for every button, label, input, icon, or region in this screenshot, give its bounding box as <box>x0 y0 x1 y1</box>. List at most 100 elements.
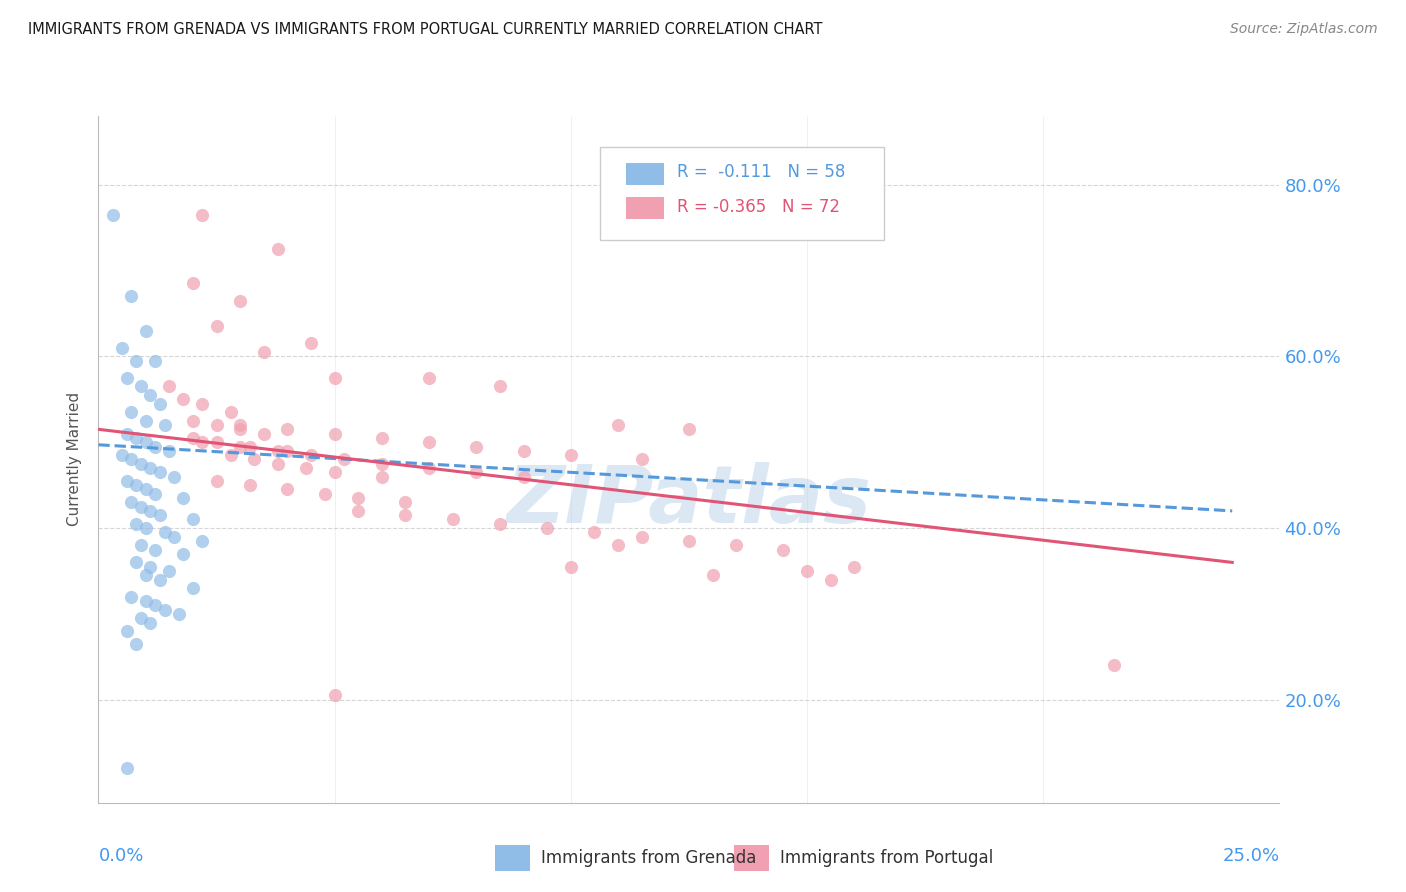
Text: Immigrants from Grenada: Immigrants from Grenada <box>541 849 756 867</box>
Point <box>239 478 262 492</box>
Point <box>149 465 172 479</box>
Point <box>115 624 138 639</box>
Point <box>191 396 214 410</box>
Point <box>678 533 700 548</box>
FancyBboxPatch shape <box>626 162 664 185</box>
Point <box>347 504 370 518</box>
Point <box>371 457 394 471</box>
Point <box>323 465 346 479</box>
Point <box>172 547 194 561</box>
Point <box>149 396 172 410</box>
Point <box>135 435 157 450</box>
Text: 0.0%: 0.0% <box>98 847 143 865</box>
Point <box>253 426 276 441</box>
Point <box>135 568 157 582</box>
Point <box>143 440 166 454</box>
Point <box>229 422 252 436</box>
Point <box>125 555 148 570</box>
Point <box>205 474 228 488</box>
Point <box>129 500 152 514</box>
Point <box>121 590 143 604</box>
Point <box>163 530 186 544</box>
Point <box>219 448 242 462</box>
Point <box>465 440 488 454</box>
Point <box>101 208 124 222</box>
Point <box>143 353 166 368</box>
Point <box>139 461 162 475</box>
Text: Immigrants from Portugal: Immigrants from Portugal <box>780 849 994 867</box>
Point <box>630 452 652 467</box>
Point <box>347 491 370 505</box>
Text: R = -0.365   N = 72: R = -0.365 N = 72 <box>678 198 841 216</box>
Point <box>607 538 630 552</box>
Point <box>465 465 488 479</box>
Point <box>172 491 194 505</box>
Point <box>702 568 724 582</box>
Point <box>678 422 700 436</box>
FancyBboxPatch shape <box>626 197 664 219</box>
Point <box>796 564 818 578</box>
Point <box>267 443 290 458</box>
Point <box>191 435 214 450</box>
Point <box>115 426 138 441</box>
Point <box>323 689 346 703</box>
Point <box>489 516 512 531</box>
Point <box>157 379 180 393</box>
Point <box>139 388 162 402</box>
Point <box>630 530 652 544</box>
Point <box>135 521 157 535</box>
Point <box>181 414 204 428</box>
Text: IMMIGRANTS FROM GRENADA VS IMMIGRANTS FROM PORTUGAL CURRENTLY MARRIED CORRELATIO: IMMIGRANTS FROM GRENADA VS IMMIGRANTS FR… <box>28 22 823 37</box>
Point <box>115 371 138 385</box>
Point <box>772 542 794 557</box>
Point <box>323 371 346 385</box>
Point <box>418 461 440 475</box>
Point <box>149 573 172 587</box>
Point <box>333 452 356 467</box>
Point <box>121 495 143 509</box>
Point <box>181 431 204 445</box>
Text: ZIPatlas: ZIPatlas <box>506 461 872 540</box>
Point <box>129 611 152 625</box>
Point <box>129 538 152 552</box>
Point <box>181 512 204 526</box>
Point <box>181 581 204 595</box>
Point <box>560 448 582 462</box>
Point <box>267 457 290 471</box>
Point <box>115 474 138 488</box>
Point <box>314 487 336 501</box>
Point <box>489 379 512 393</box>
Point <box>121 452 143 467</box>
Point <box>418 371 440 385</box>
Point <box>172 392 194 407</box>
Point <box>139 504 162 518</box>
Point <box>1102 658 1125 673</box>
Point <box>276 483 298 497</box>
Text: R =  -0.111   N = 58: R = -0.111 N = 58 <box>678 163 845 181</box>
Point <box>129 457 152 471</box>
Point <box>229 418 252 433</box>
Point <box>167 607 190 621</box>
Point <box>299 448 322 462</box>
Point <box>267 242 290 256</box>
Point <box>394 508 416 523</box>
Point <box>125 637 148 651</box>
Point <box>121 289 143 303</box>
Point <box>125 478 148 492</box>
Point <box>295 461 318 475</box>
Point <box>153 602 176 616</box>
Point <box>111 341 134 355</box>
Point <box>139 559 162 574</box>
Text: Source: ZipAtlas.com: Source: ZipAtlas.com <box>1230 22 1378 37</box>
Point <box>143 599 166 613</box>
Point <box>512 443 534 458</box>
Point <box>143 542 166 557</box>
Point <box>239 440 262 454</box>
Point <box>181 277 204 291</box>
Point <box>157 564 180 578</box>
Point <box>512 469 534 483</box>
Point <box>560 559 582 574</box>
Point <box>299 336 322 351</box>
FancyBboxPatch shape <box>600 147 884 240</box>
Point <box>149 508 172 523</box>
